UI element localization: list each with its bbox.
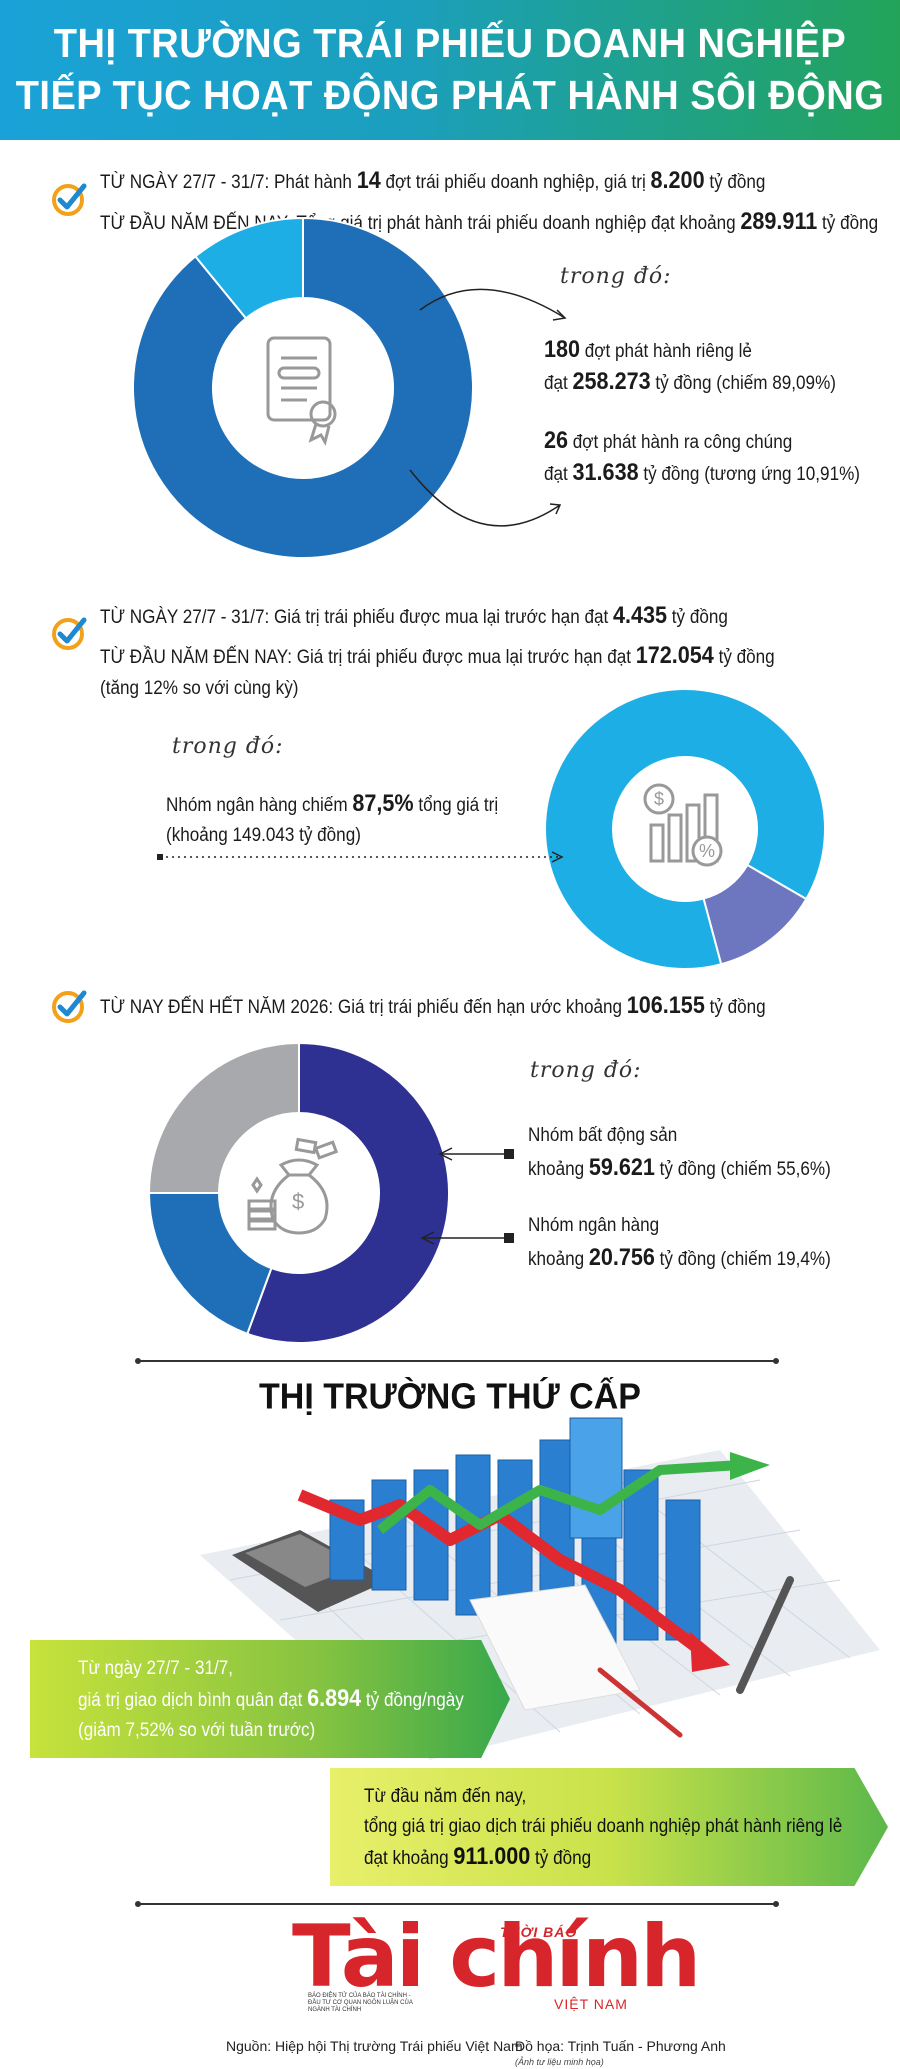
banner1-line-1: Từ ngày 27/7 - 31/7, <box>78 1658 233 1679</box>
donut-hole <box>219 1113 379 1273</box>
curved-arrow-top <box>419 288 566 319</box>
issuance-week-line: TỪ NGÀY 27/7 - 31/7: Phát hành 14 đợt tr… <box>100 167 766 194</box>
certificate-icon <box>266 336 337 446</box>
maturity-re-line-2: khoảng 59.621 tỷ đồng (chiếm 55,6%) <box>528 1154 831 1181</box>
maturity-re-line-1: Nhóm bất động sản <box>528 1125 678 1146</box>
divider-2 <box>135 1901 779 1907</box>
title-line-2: TIẾP TỤC HOẠT ĐỘNG PHÁT HÀNH SÔI ĐỘNG <box>15 73 885 119</box>
donut-hole <box>613 757 757 901</box>
logo-tagline: BÁO ĐIỆN TỬ CỦA BÁO TÀI CHÍNH - ĐẦU TƯ C… <box>308 1993 413 2013</box>
title-line-1: THỊ TRƯỜNG TRÁI PHIẾU DOANH NGHIỆP <box>53 21 847 67</box>
banner2-line-2: tổng giá trị giao dịch trái phiếu doanh … <box>364 1816 843 1837</box>
buyback-ytd-line: TỪ ĐẦU NĂM ĐẾN NAY: Giá trị trái phiếu đ… <box>100 642 775 669</box>
maturity-bank-line-1: Nhóm ngân hàng <box>528 1215 660 1236</box>
svg-text:$: $ <box>292 1189 304 1214</box>
svg-text:%: % <box>699 841 715 861</box>
private-issue-line-1: 180 đợt phát hành riêng lẻ <box>544 336 752 363</box>
public-issue-line-1: 26 đợt phát hành ra công chúng <box>544 427 793 454</box>
public-issue-line-2: đạt 31.638 tỷ đồng (tương ứng 10,91%) <box>544 459 860 486</box>
private-issue-line-2: đạt 258.273 tỷ đồng (chiếm 89,09%) <box>544 368 836 395</box>
buyback-donut <box>544 688 826 970</box>
divider-1 <box>135 1358 779 1364</box>
check-icon <box>48 612 90 654</box>
banner1-line-3: (giảm 7,52% so với tuần trước) <box>78 1720 316 1741</box>
logo-top-text: THỜI BÁO <box>500 1924 578 1940</box>
maturity-line: TỪ NAY ĐẾN HẾT NĂM 2026: Giá trị trái ph… <box>100 992 766 1019</box>
trong-do-label-3: trong đó: <box>530 1058 642 1083</box>
buyback-week-line: TỪ NGÀY 27/7 - 31/7: Giá trị trái phiếu … <box>100 602 728 629</box>
trong-do-label-1: trong đó: <box>560 264 672 289</box>
svg-text:$: $ <box>654 789 664 809</box>
maturity-bank-line-2: khoảng 20.756 tỷ đồng (chiếm 19,4%) <box>528 1244 831 1271</box>
curved-arrow-bottom <box>409 469 561 527</box>
slice-real-estate <box>246 1041 450 1344</box>
buyback-bank-line-2: (khoảng 149.043 tỷ đồng) <box>166 825 361 846</box>
buyback-ytd-note: (tăng 12% so với cùng kỳ) <box>100 678 299 699</box>
banner2-line-1: Từ đầu năm đến nay, <box>364 1786 527 1807</box>
ytd-trading-banner: Từ đầu năm đến nay, tổng giá trị giao dị… <box>330 1768 888 1886</box>
credit-text: Đồ họa: Trịnh Tuấn - Phương Anh <box>515 2038 726 2054</box>
buyback-bank-line-1: Nhóm ngân hàng chiếm 87,5% tổng giá trị <box>166 790 499 817</box>
money-bag-icon: $ <box>247 1137 339 1235</box>
check-icon <box>48 985 90 1027</box>
bar-chart-money-icon: $ % <box>643 783 723 867</box>
source-text: Nguồn: Hiệp hội Thị trường Trái phiếu Vi… <box>226 2038 523 2054</box>
weekly-trading-banner: Từ ngày 27/7 - 31/7, giá trị giao dịch b… <box>30 1640 510 1758</box>
logo-main: Tài chính <box>292 1907 701 2007</box>
header-banner: THỊ TRƯỜNG TRÁI PHIẾU DOANH NGHIỆP TIẾP … <box>0 0 900 140</box>
secondary-market-title: THỊ TRƯỜNG THỨ CẤP <box>259 1377 641 1417</box>
credit-note: (Ảnh tư liệu minh họa) <box>515 2057 604 2067</box>
logo-sub-text: VIỆT NAM <box>554 1996 628 2012</box>
maturity-donut <box>147 1041 450 1344</box>
trong-do-label-2: trong đó: <box>172 734 284 759</box>
banner1-line-2: giá trị giao dịch bình quân đạt 6.894 tỷ… <box>78 1685 464 1712</box>
banner2-line-3: đạt khoảng 911.000 tỷ đồng <box>364 1843 592 1870</box>
